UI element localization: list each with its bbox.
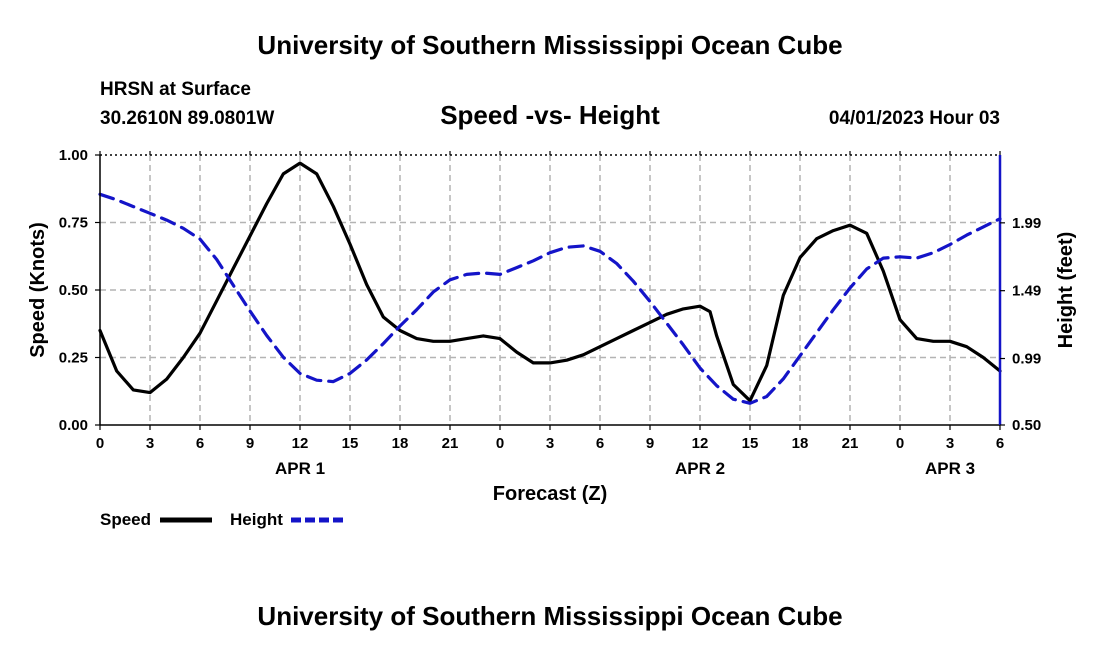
x-date-label: APR 2 [675,459,725,478]
x-tick-label: 18 [392,435,409,452]
station-label: HRSN at Surface [100,79,251,100]
y-left-tick-label: 0.75 [59,215,88,232]
x-tick-label: 9 [246,435,254,452]
datetime-label: 04/01/2023 Hour 03 [829,108,1000,129]
x-tick-label: 12 [292,435,309,452]
footer-title: University of Southern Mississippi Ocean… [257,601,842,631]
x-tick-label: 0 [96,435,104,452]
legend: Speed Height [100,510,343,529]
x-tick-label: 15 [342,435,359,452]
grid-lines [100,155,1000,425]
y-left-tick-label: 1.00 [59,147,88,164]
x-date-label: APR 1 [275,459,325,478]
y-right-tick-label: 1.49 [1012,283,1041,300]
x-tick-label: 6 [996,435,1004,452]
height-line [98,192,1002,405]
y-right-tick-label: 0.99 [1012,351,1041,368]
y-left-tick-label: 0.00 [59,417,88,434]
legend-height-label: Height [230,510,283,529]
x-tick-label: 9 [646,435,654,452]
x-axis-label: Forecast (Z) [493,483,607,505]
y-axis-left-label: Speed (Knots) [27,222,49,358]
y-left-tick-label: 0.25 [59,350,88,367]
y-right-tick-label: 0.50 [1012,417,1041,434]
x-tick-label: 3 [546,435,554,452]
x-tick-label: 6 [196,435,204,452]
y-left-tick-label: 0.50 [59,282,88,299]
x-tick-label: 21 [842,435,859,452]
y-right-tick-label: 1.99 [1012,215,1041,232]
x-tick-label: 3 [146,435,154,452]
legend-speed-label: Speed [100,510,151,529]
chart-subtitle: Speed -vs- Height [440,100,660,130]
x-date-label: APR 3 [925,459,975,478]
x-tick-label: 0 [896,435,904,452]
x-tick-label: 18 [792,435,809,452]
speed-line [98,161,1002,403]
axis-ticks: 0 3 6 9 12 15 18 21 0 3 6 9 12 15 18 21 0 3 6 APR 1 APR 2 APR… [59,147,1041,478]
chart-title: University of Southern Mississippi Ocean… [257,30,842,60]
x-tick-label: 6 [596,435,604,452]
y-axis-right-label: Height (feet) [1055,232,1077,349]
x-tick-label: 15 [742,435,759,452]
x-tick-label: 0 [496,435,504,452]
x-tick-label: 12 [692,435,709,452]
x-tick-label: 21 [442,435,459,452]
series-lines [98,161,1002,405]
location-label: 30.2610N 89.0801W [100,108,274,129]
x-tick-label: 3 [946,435,954,452]
